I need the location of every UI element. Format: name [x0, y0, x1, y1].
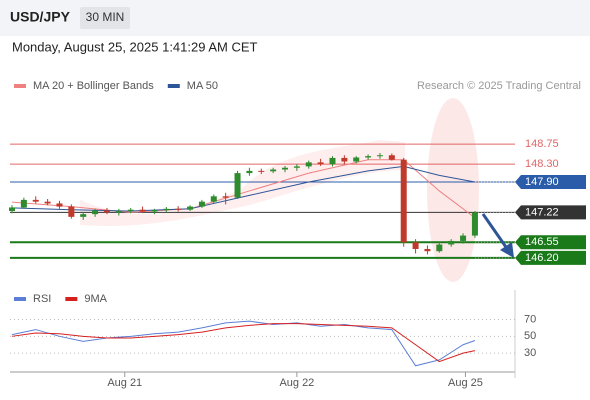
- candle-body: [56, 203, 63, 207]
- candle-body: [388, 155, 395, 160]
- legend-swatch: [14, 84, 26, 88]
- candle-body: [424, 248, 431, 252]
- candle-body: [127, 209, 134, 212]
- x-tick-label: Aug 22: [279, 377, 314, 389]
- level-label: 147.90: [525, 176, 559, 188]
- candle-body: [9, 207, 15, 212]
- line: [11, 323, 476, 363]
- candle-body: [353, 157, 360, 162]
- symbol: USD/JPY: [10, 9, 71, 25]
- datetime: Monday, August 25, 2025 1:41:29 AM CET: [12, 39, 258, 54]
- legend-swatch: [14, 297, 26, 301]
- level-box: [515, 250, 586, 265]
- x-tick-label: Aug 25: [448, 377, 483, 389]
- y-tick-label: 70: [524, 313, 536, 325]
- candle-body: [341, 157, 348, 162]
- candle-body: [317, 162, 324, 165]
- candle-body: [92, 210, 99, 215]
- y-tick-label: 50: [524, 330, 536, 342]
- plot: 148.75 148.30 147.90 147.22 146.55 146.20 MA 2…: [9, 80, 586, 389]
- interval: 30 MIN: [86, 10, 125, 24]
- level-label: 146.20: [525, 252, 559, 264]
- candle-body: [151, 210, 158, 212]
- legend-label: 9MA: [84, 293, 107, 305]
- candle-body: [187, 206, 194, 210]
- candle-body: [210, 196, 217, 202]
- candle-body: [20, 199, 27, 208]
- candle-body: [412, 242, 419, 249]
- credit: Research © 2025 Trading Central: [417, 80, 581, 92]
- level-box: [515, 235, 586, 250]
- candle-body: [234, 173, 241, 198]
- level-label: 147.22: [525, 206, 559, 218]
- legend-swatch: [65, 297, 78, 301]
- candle-body: [471, 212, 478, 236]
- candle-body: [163, 208, 170, 211]
- candle-body: [175, 208, 182, 210]
- candle-body: [376, 155, 383, 157]
- candle-body: [460, 235, 467, 241]
- line: [11, 320, 476, 367]
- candle-body: [246, 170, 253, 174]
- candle-body: [115, 211, 122, 213]
- candle-body: [329, 157, 336, 165]
- candle-body: [270, 169, 277, 172]
- candle-body: [365, 156, 372, 158]
- candle-body: [258, 170, 265, 172]
- arrow: [481, 213, 510, 251]
- interval-badge: [80, 7, 130, 29]
- level-label: 148.75: [525, 138, 559, 150]
- line: [11, 159, 476, 219]
- legend-label: MA 20 + Bollinger Bands: [33, 80, 154, 92]
- level-box: [515, 175, 586, 190]
- candle-body: [32, 199, 39, 202]
- bollinger-band: [80, 140, 405, 226]
- candle-body: [436, 244, 443, 252]
- candle-body: [44, 201, 51, 204]
- arrow-head: [500, 242, 514, 258]
- candle-body: [80, 214, 87, 217]
- candle-body: [139, 209, 146, 212]
- candle-body: [305, 162, 312, 167]
- level-label: 148.30: [525, 158, 559, 170]
- candle-body: [103, 210, 110, 213]
- candle-body: [198, 201, 205, 207]
- legend-swatch: [167, 84, 180, 88]
- line: [11, 165, 476, 212]
- candle-body: [68, 206, 75, 217]
- level-label: 146.55: [525, 236, 559, 248]
- candle-body: [448, 240, 455, 245]
- legend-label: RSI: [33, 293, 51, 305]
- annotation-zone: [427, 98, 479, 282]
- y-tick-label: 30: [524, 347, 536, 359]
- candle-body: [400, 159, 407, 243]
- candle-body: [293, 166, 300, 168]
- candle-body: [222, 196, 229, 198]
- candle-body: [282, 167, 289, 170]
- legend-label: MA 50: [187, 80, 218, 92]
- level-box: [515, 205, 586, 220]
- x-tick-label: Aug 21: [107, 377, 142, 389]
